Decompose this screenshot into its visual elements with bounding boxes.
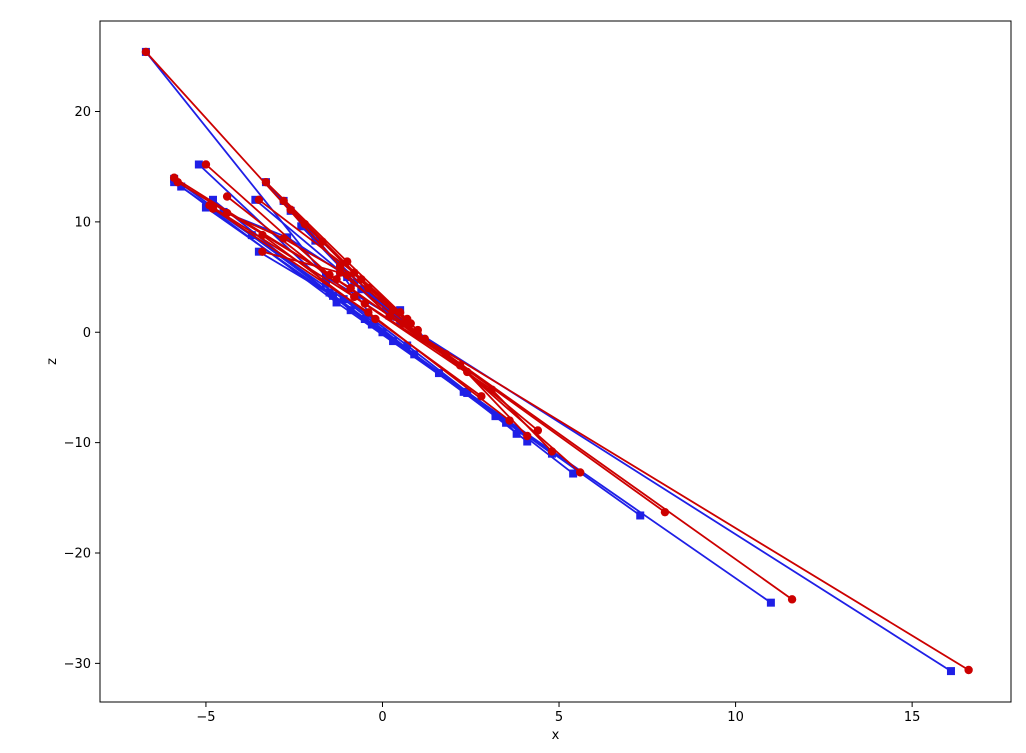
series-2-line bbox=[226, 212, 391, 318]
x-tick-label: 0 bbox=[378, 710, 386, 725]
series-2-point bbox=[533, 426, 543, 435]
x-axis: −5 0 5 10 15 bbox=[196, 702, 920, 725]
series-2-point bbox=[254, 195, 264, 205]
series-2-line bbox=[145, 51, 970, 671]
y-tick-label: 0 bbox=[83, 326, 91, 341]
series-2-point bbox=[364, 283, 373, 293]
y-tick-label: −30 bbox=[64, 657, 91, 672]
series-2-point bbox=[964, 665, 973, 675]
series-1-point bbox=[177, 182, 186, 191]
series-2-line bbox=[226, 195, 553, 453]
series-1-point bbox=[463, 388, 472, 397]
series-2-point bbox=[455, 361, 465, 370]
series-1-point bbox=[636, 511, 645, 520]
series-1-point bbox=[339, 295, 348, 304]
series-2-point bbox=[141, 47, 151, 57]
plot-frame bbox=[99, 20, 1012, 703]
series-1-point bbox=[332, 298, 341, 307]
series-2-point bbox=[477, 392, 486, 401]
series-2-point bbox=[279, 234, 288, 243]
series-1-point bbox=[403, 341, 412, 350]
y-axis: −30 −20 −10 0 10 20 bbox=[64, 105, 100, 672]
series-2-point bbox=[505, 416, 514, 425]
series-2-point bbox=[222, 208, 232, 218]
series-1-point bbox=[766, 598, 775, 607]
series-2-point bbox=[487, 385, 497, 394]
series-2-point bbox=[258, 230, 267, 240]
series-2-point bbox=[523, 431, 532, 441]
y-axis-label: z bbox=[45, 358, 60, 365]
y-tick-label: 10 bbox=[74, 215, 91, 230]
series-2-point bbox=[576, 468, 585, 477]
series-1-point bbox=[378, 328, 387, 337]
series-2 bbox=[141, 47, 973, 675]
series-1-point bbox=[208, 195, 217, 204]
x-tick-label: 10 bbox=[727, 710, 744, 725]
x-tick-label: 5 bbox=[555, 710, 563, 725]
series-2-point bbox=[261, 177, 271, 187]
series-2-point bbox=[342, 270, 352, 280]
series-layer bbox=[141, 47, 973, 676]
series-2-point bbox=[173, 177, 182, 187]
series-2-point bbox=[286, 205, 295, 214]
series-2-point bbox=[360, 299, 370, 308]
y-tick-label: −20 bbox=[64, 546, 91, 561]
series-1-point bbox=[946, 667, 955, 676]
series-2-point bbox=[258, 247, 267, 256]
series-2-point bbox=[787, 595, 797, 604]
series-2-point bbox=[279, 196, 288, 206]
series-2-point bbox=[385, 312, 394, 321]
x-tick-label: −5 bbox=[196, 710, 215, 725]
y-tick-label: 20 bbox=[74, 105, 91, 120]
series-1-point bbox=[569, 469, 578, 478]
series-2-point bbox=[547, 447, 557, 456]
series-1-point bbox=[512, 429, 521, 438]
series-1-line bbox=[145, 51, 952, 672]
series-2-point bbox=[413, 325, 422, 335]
y-tick-label: −10 bbox=[64, 436, 91, 451]
x-axis-label: x bbox=[552, 728, 560, 743]
series-1-point bbox=[382, 303, 391, 312]
series-2-point bbox=[371, 314, 380, 324]
series-2-point bbox=[346, 283, 355, 293]
series-1-point bbox=[491, 412, 500, 421]
series-2-point bbox=[300, 219, 309, 229]
series-1-point bbox=[194, 160, 203, 169]
series-2-point bbox=[660, 507, 670, 517]
series-1-point bbox=[523, 437, 532, 446]
series-2-point bbox=[222, 192, 232, 201]
series-2-point bbox=[395, 308, 405, 317]
x-tick-label: 15 bbox=[904, 710, 921, 725]
series-1-point bbox=[367, 320, 376, 329]
series-1 bbox=[141, 47, 955, 676]
series-2-point bbox=[201, 160, 211, 169]
series-2-point bbox=[208, 204, 218, 213]
series-2-line bbox=[261, 234, 482, 397]
series-2-line bbox=[262, 250, 793, 601]
